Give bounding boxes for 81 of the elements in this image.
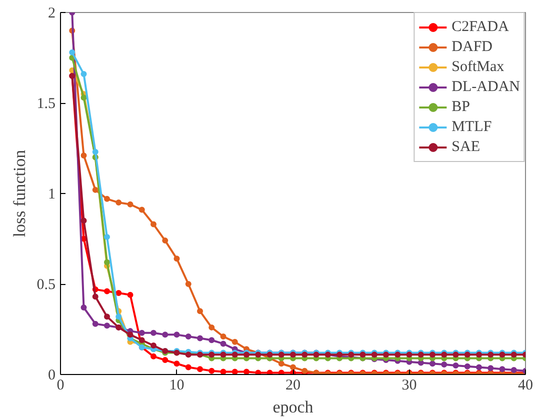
point xyxy=(208,368,215,374)
y-tick-label: 0.5 xyxy=(36,277,56,293)
point xyxy=(138,330,145,336)
point xyxy=(476,364,482,370)
point xyxy=(92,320,98,327)
y-tick-label: 2 xyxy=(48,6,56,22)
point xyxy=(138,206,145,213)
point xyxy=(430,360,436,367)
point xyxy=(278,360,284,367)
point xyxy=(464,363,470,370)
legend-label: C2FADA xyxy=(452,18,509,36)
point xyxy=(185,333,192,340)
point xyxy=(69,49,76,56)
point xyxy=(197,308,203,314)
y-axis-title: loss function xyxy=(10,149,29,238)
point xyxy=(80,71,87,78)
point xyxy=(92,186,98,193)
legend-label: BP xyxy=(452,98,472,116)
point xyxy=(197,366,203,372)
x-tick-label: 40 xyxy=(518,378,533,394)
point xyxy=(116,290,122,296)
point xyxy=(278,370,284,374)
point xyxy=(441,362,448,368)
point xyxy=(104,314,110,320)
x-axis-title: epoch xyxy=(272,398,314,416)
point xyxy=(220,340,226,347)
point xyxy=(127,292,134,298)
point xyxy=(80,218,87,224)
point xyxy=(162,357,168,364)
point xyxy=(80,94,87,101)
point xyxy=(80,304,87,311)
point xyxy=(127,201,134,208)
point xyxy=(244,368,250,374)
point xyxy=(116,314,122,320)
point xyxy=(138,337,145,344)
point xyxy=(150,353,156,360)
legend-label: SAE xyxy=(452,138,480,156)
point xyxy=(510,366,517,373)
point xyxy=(488,365,494,372)
point xyxy=(162,238,168,244)
point xyxy=(290,364,296,370)
point xyxy=(220,368,226,374)
point xyxy=(150,221,156,228)
point xyxy=(452,362,459,368)
point xyxy=(104,259,110,266)
point xyxy=(104,234,110,240)
point xyxy=(104,196,110,202)
x-tick-label: 20 xyxy=(286,378,300,394)
point xyxy=(92,148,98,155)
point xyxy=(232,338,238,345)
point xyxy=(80,152,87,158)
point xyxy=(116,200,122,206)
y-tick-label: 0 xyxy=(48,368,56,384)
point xyxy=(185,364,192,370)
legend-label: DAFD xyxy=(452,38,493,56)
x-tick-label: 10 xyxy=(169,378,184,394)
legend-label: SoftMax xyxy=(452,58,504,76)
point xyxy=(174,332,180,338)
point xyxy=(104,322,110,329)
point xyxy=(104,288,110,294)
x-tick-label: 30 xyxy=(402,378,417,394)
point xyxy=(174,360,180,367)
point xyxy=(185,281,192,287)
point xyxy=(232,368,238,374)
legend-label: DL-ADAN xyxy=(452,78,520,96)
legend-label: MTLF xyxy=(452,118,492,136)
point xyxy=(174,256,180,262)
point xyxy=(220,333,226,340)
point xyxy=(197,335,203,342)
point xyxy=(266,370,273,374)
point xyxy=(499,366,506,372)
y-tick-label: 1 xyxy=(48,186,56,202)
point xyxy=(150,330,156,336)
point xyxy=(92,294,98,300)
point xyxy=(208,337,215,344)
y-tick-label: 1.5 xyxy=(36,96,56,112)
point xyxy=(127,332,134,338)
point xyxy=(255,370,262,374)
point xyxy=(208,324,215,330)
point xyxy=(150,342,156,349)
point xyxy=(162,332,168,338)
